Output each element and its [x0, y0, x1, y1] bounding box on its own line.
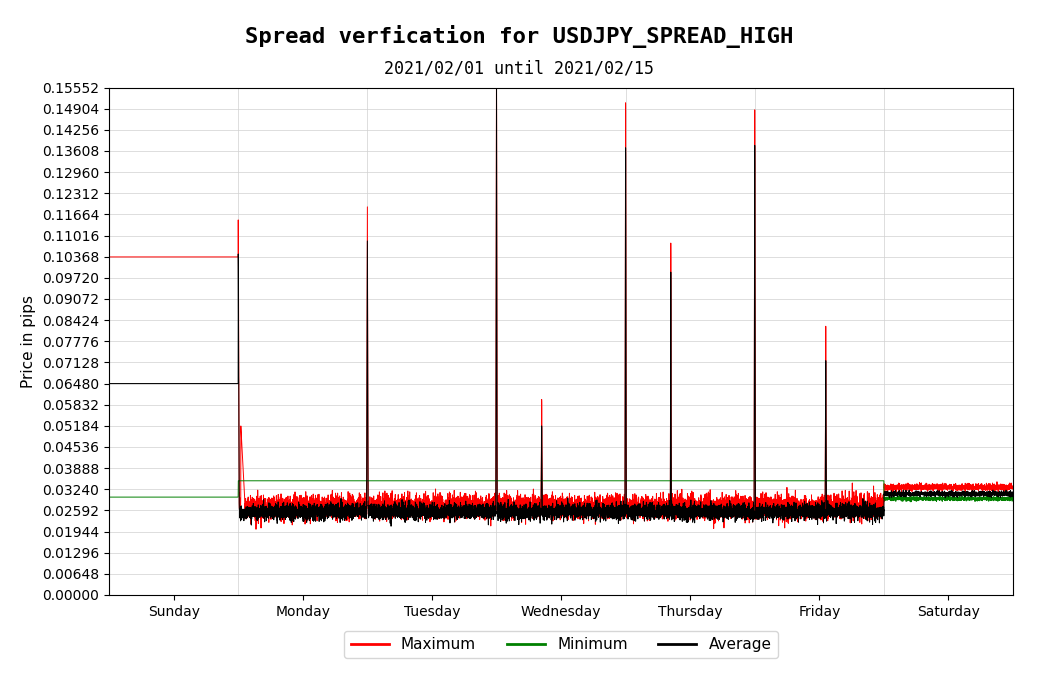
Line: Average: Average — [109, 88, 1013, 526]
Minimum — [904, 498, 916, 506]
Maximum — [361, 510, 373, 518]
Line: Maximum: Maximum — [109, 86, 1013, 529]
Minimum — [225, 493, 238, 501]
Maximum — [225, 253, 238, 261]
Minimum — [103, 493, 115, 501]
Average — [490, 83, 503, 92]
Minimum — [1007, 494, 1019, 502]
Minimum — [124, 493, 136, 501]
Legend: Maximum, Minimum, Average: Maximum, Minimum, Average — [344, 631, 778, 659]
Y-axis label: Price in pips: Price in pips — [22, 295, 36, 388]
Average — [346, 516, 358, 524]
Average — [384, 522, 397, 531]
Maximum — [346, 496, 358, 505]
Minimum — [232, 477, 244, 485]
Minimum — [346, 477, 358, 485]
Minimum — [782, 477, 795, 485]
Average — [782, 509, 795, 517]
Average — [124, 379, 136, 388]
Line: Minimum: Minimum — [109, 481, 1013, 502]
Maximum — [249, 525, 262, 533]
Minimum — [684, 477, 696, 485]
Text: 2021/02/01 until 2021/02/15: 2021/02/01 until 2021/02/15 — [384, 60, 655, 78]
Maximum — [1007, 486, 1019, 494]
Minimum — [361, 477, 373, 485]
Average — [684, 504, 696, 512]
Average — [103, 379, 115, 388]
Maximum — [782, 519, 795, 527]
Maximum — [684, 510, 696, 519]
Maximum — [103, 253, 115, 261]
Average — [1007, 490, 1019, 498]
Average — [225, 379, 238, 388]
Text: Spread verfication for USDJPY_SPREAD_HIGH: Spread verfication for USDJPY_SPREAD_HIG… — [245, 25, 794, 48]
Maximum — [490, 82, 503, 90]
Average — [361, 506, 373, 514]
Maximum — [124, 253, 136, 261]
